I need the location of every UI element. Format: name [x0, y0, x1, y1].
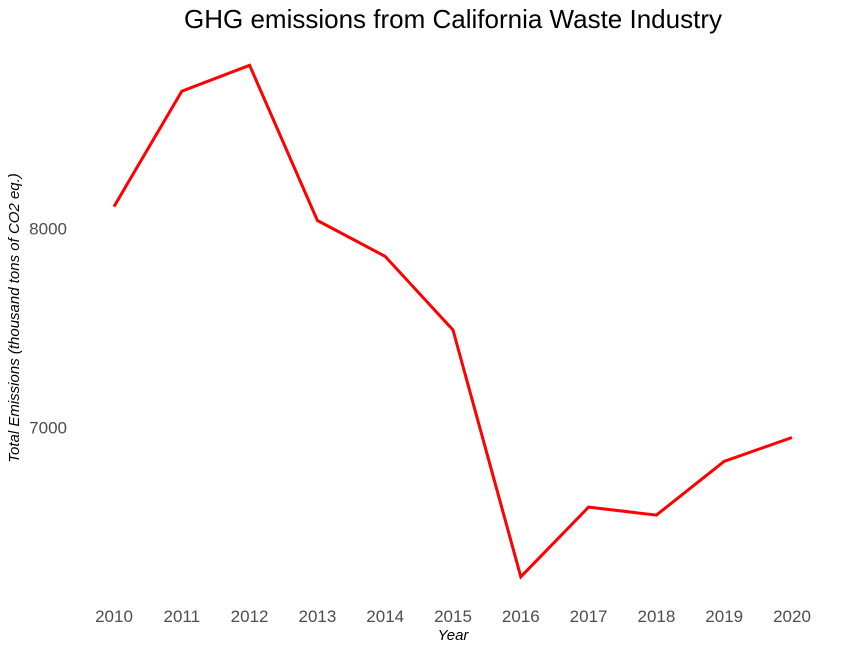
y-axis-ticks: 7000 8000: [29, 220, 67, 438]
x-tick-label: 2019: [705, 607, 743, 626]
x-axis-ticks: 2010 2011 2012 2013 2014 2015 2016 2017 2018 2019…: [95, 607, 811, 626]
chart-title: GHG emissions from California Waste Indu…: [184, 4, 722, 34]
x-tick-label: 2020: [773, 607, 811, 626]
x-tick-label: 2012: [231, 607, 269, 626]
x-tick-label: 2018: [637, 607, 675, 626]
plot-area: [112, 63, 793, 580]
y-axis-label: Total Emissions (thousand tons of CO2 eq…: [6, 173, 23, 463]
x-tick-label: 2014: [366, 607, 404, 626]
x-tick-label: 2016: [502, 607, 540, 626]
x-tick-label: 2010: [95, 607, 133, 626]
x-tick-label: 2017: [570, 607, 608, 626]
x-tick-label: 2011: [164, 607, 201, 626]
x-axis-label: Year: [438, 627, 470, 644]
series-line: [112, 63, 793, 580]
x-tick-label: 2013: [298, 607, 336, 626]
y-tick-label: 8000: [29, 220, 67, 239]
y-tick-label: 7000: [29, 419, 67, 438]
x-tick-label: 2015: [434, 607, 472, 626]
